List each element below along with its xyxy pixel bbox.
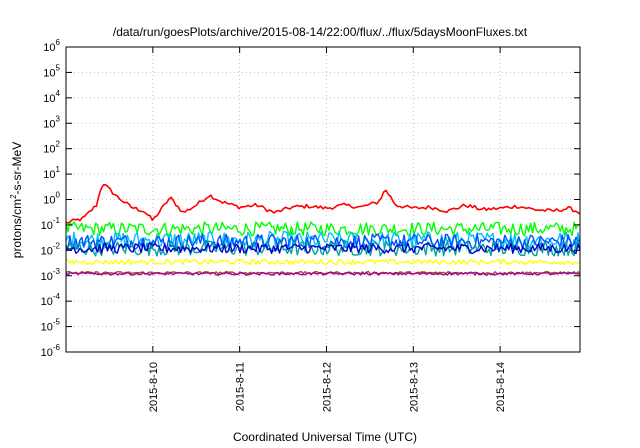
y-tick-label: 101: [43, 165, 60, 181]
y-tick-label: 10-3: [41, 267, 61, 283]
x-axis-title: Coordinated Universal Time (UTC): [233, 430, 417, 444]
series-line-8: [65, 271, 581, 276]
y-tick-label: 105: [43, 63, 60, 79]
y-tick-label: 10-4: [41, 292, 61, 308]
y-axis-title: protons/cm2-s-sr-MeV: [9, 142, 24, 258]
grid: [66, 47, 580, 352]
y-tick-label: 106: [43, 38, 60, 54]
x-tick-label: 2015-8-10: [148, 362, 160, 412]
series-line-0: [65, 184, 581, 224]
series-line-7: [65, 270, 581, 275]
y-tick-label: 103: [43, 114, 60, 130]
chart-title: /data/run/goesPlots/archive/2015-08-14/2…: [113, 25, 528, 39]
series-group: [65, 184, 581, 276]
y-tick-label: 10-5: [41, 318, 61, 334]
y-tick-label: 10-2: [41, 241, 61, 257]
x-tick-label: 2015-8-13: [408, 362, 420, 412]
y-tick-label: 10-1: [41, 216, 61, 232]
x-tick-label: 2015-8-12: [321, 362, 333, 412]
series-line-1: [65, 221, 581, 237]
x-tick-label: 2015-8-11: [235, 362, 247, 411]
x-axis: 2015-8-10 2015-8-11 2015-8-12 2015-8-13 2015…: [148, 47, 507, 412]
series-line-6: [65, 258, 581, 266]
y-axis: 10-6 10-5 10-4 10-3 10-2 10-1 100 101 102 103 104 1…: [41, 38, 580, 359]
x-tick-label: 2015-8-14: [495, 362, 507, 412]
y-tick-label: 104: [43, 89, 60, 105]
y-tick-label: 100: [43, 191, 60, 207]
y-tick-label: 10-6: [41, 343, 61, 359]
y-tick-label: 102: [43, 140, 60, 156]
series-line-5: [65, 242, 581, 255]
